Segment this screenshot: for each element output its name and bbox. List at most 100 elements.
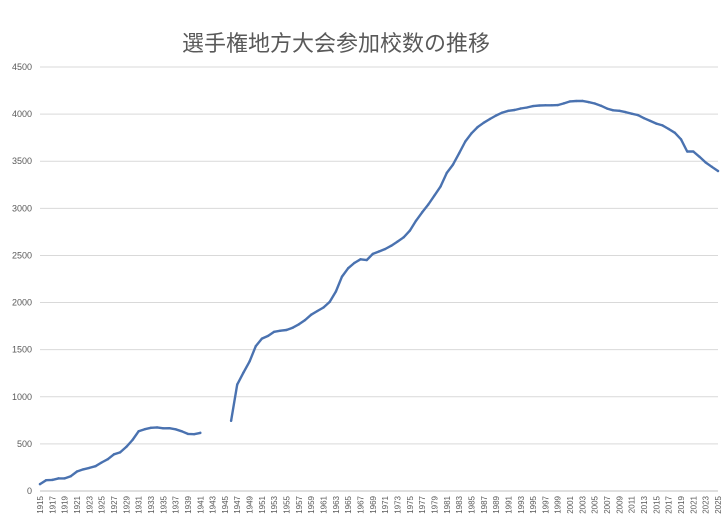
- data-point: [494, 114, 498, 117]
- x-tick-label: 1997: [541, 495, 550, 513]
- data-point: [673, 131, 677, 134]
- data-point: [550, 104, 553, 107]
- data-point: [649, 119, 652, 123]
- data-point: [402, 236, 405, 239]
- data-point: [667, 127, 670, 131]
- y-tick-label: 0: [27, 486, 32, 496]
- x-tick-label: 1919: [61, 495, 70, 513]
- data-point: [470, 132, 473, 135]
- data-point: [38, 482, 42, 486]
- x-tick-label: 2005: [591, 495, 600, 513]
- y-tick-label: 1000: [12, 392, 32, 402]
- data-point: [303, 318, 307, 322]
- data-point: [612, 109, 615, 112]
- y-tick-label: 3500: [12, 156, 32, 166]
- data-point: [575, 99, 578, 103]
- data-point: [698, 155, 701, 158]
- data-point: [88, 466, 91, 470]
- data-point: [568, 100, 572, 103]
- data-point: [266, 334, 270, 338]
- gridlines: [40, 66, 718, 492]
- x-tick-label: 1983: [455, 495, 464, 513]
- x-tick-label: 1955: [283, 495, 292, 513]
- data-point: [605, 107, 609, 110]
- x-tick-label: 1925: [98, 495, 107, 513]
- data-point: [346, 266, 350, 270]
- x-tick-label: 1949: [246, 495, 255, 513]
- data-point: [451, 163, 455, 166]
- y-tick-label: 2500: [12, 250, 32, 260]
- data-point: [51, 478, 54, 482]
- y-axis-ticks: 0 500 1000 1500 2000 2500 3000 3500 4000 4500: [12, 62, 32, 496]
- x-tick-label: 1915: [36, 495, 45, 513]
- data-point: [679, 138, 683, 141]
- data-point: [408, 229, 412, 232]
- data-point: [618, 109, 621, 113]
- data-point: [69, 475, 73, 478]
- data-point: [316, 309, 319, 313]
- data-point: [581, 99, 584, 103]
- data-point: [519, 107, 522, 110]
- x-tick-label: 1943: [209, 495, 218, 513]
- data-point: [168, 427, 171, 430]
- data-point: [365, 258, 368, 262]
- data-point: [236, 383, 239, 386]
- x-tick-label: 2009: [615, 495, 624, 513]
- data-point: [501, 111, 504, 114]
- x-tick-label: 2015: [652, 495, 661, 513]
- data-point: [692, 150, 695, 153]
- data-point: [655, 122, 658, 125]
- data-point: [186, 432, 190, 436]
- data-point: [322, 306, 325, 309]
- x-tick-label: 1967: [357, 495, 366, 513]
- data-point: [630, 112, 633, 115]
- data-point: [81, 468, 85, 471]
- y-tick-label: 500: [17, 439, 32, 449]
- x-tick-label: 1973: [393, 495, 402, 513]
- x-tick-label: 1981: [443, 495, 452, 513]
- data-point: [716, 169, 720, 173]
- x-tick-label: 2011: [628, 495, 637, 513]
- y-tick-label: 2000: [12, 298, 32, 308]
- x-tick-label: 1933: [147, 495, 156, 513]
- x-tick-label: 1959: [307, 495, 316, 513]
- data-point: [174, 428, 177, 431]
- data-point: [445, 171, 448, 175]
- x-tick-label: 1941: [196, 495, 205, 513]
- data-point: [57, 477, 60, 480]
- data-point: [427, 203, 430, 206]
- data-point: [556, 103, 559, 107]
- data-point: [310, 313, 313, 316]
- x-tick-label: 1989: [492, 495, 501, 513]
- x-tick-label: 1953: [270, 495, 279, 513]
- data-point: [476, 125, 479, 129]
- x-tick-label: 1999: [554, 495, 563, 513]
- data-point: [377, 250, 381, 253]
- data-point: [273, 330, 276, 333]
- x-tick-label: 1917: [48, 495, 57, 513]
- data-point: [334, 290, 338, 293]
- data-point: [137, 430, 140, 433]
- x-tick-label: 1993: [517, 495, 526, 513]
- data-point: [112, 453, 116, 456]
- data-point: [75, 470, 79, 473]
- data-point: [149, 426, 153, 429]
- data-point: [624, 110, 627, 114]
- x-tick-label: 1971: [381, 495, 390, 513]
- data-point: [457, 152, 461, 155]
- x-tick-label: 1923: [85, 495, 94, 513]
- data-point: [63, 477, 66, 480]
- data-point: [685, 150, 689, 153]
- x-tick-label: 1931: [135, 495, 144, 513]
- data-point: [531, 104, 535, 108]
- x-tick-label: 2001: [566, 495, 575, 513]
- x-tick-label: 1945: [221, 495, 230, 513]
- data-point: [242, 371, 245, 374]
- data-point: [433, 194, 436, 197]
- y-tick-label: 4500: [12, 62, 32, 72]
- series-lines: [38, 99, 720, 486]
- data-point: [642, 116, 646, 120]
- data-point: [328, 300, 331, 304]
- x-tick-label: 1961: [320, 495, 329, 513]
- x-tick-label: 2017: [665, 495, 674, 513]
